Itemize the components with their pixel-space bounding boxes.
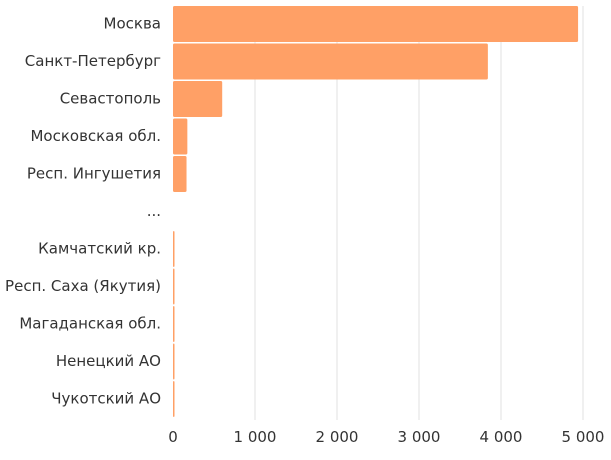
category-label: Москва — [104, 15, 161, 33]
x-tick-label: 3 000 — [398, 428, 441, 446]
category-label: Московская обл. — [30, 127, 161, 145]
bar — [173, 231, 175, 267]
bar — [173, 268, 175, 305]
x-tick-label: 5 000 — [562, 428, 605, 446]
bar — [173, 118, 188, 155]
bar — [173, 343, 175, 380]
x-tick-label: 2 000 — [316, 428, 359, 446]
bar — [173, 43, 488, 80]
category-labels: Москва Санкт-Петербург Севастополь Московск… — [5, 15, 161, 408]
category-label: ... — [147, 202, 161, 220]
x-tick-label: 0 — [168, 428, 178, 446]
category-label: Ненецкий АО — [56, 352, 161, 370]
x-tick-label: 1 000 — [234, 428, 277, 446]
category-label: Респ. Ингушетия — [27, 165, 161, 183]
x-tick-label: 4 000 — [480, 428, 523, 446]
bar — [173, 306, 175, 342]
category-label: Камчатский кр. — [38, 240, 161, 258]
bar — [173, 6, 579, 42]
bar — [173, 81, 223, 117]
category-label: Магаданская обл. — [19, 315, 161, 333]
bar — [173, 381, 175, 417]
bars — [173, 6, 579, 417]
category-label: Чукотский АО — [51, 390, 161, 408]
category-label: Севастополь — [60, 90, 161, 108]
x-axis-tick-labels: 0 1 000 2 000 3 000 4 000 5 000 — [168, 428, 604, 446]
category-label: Санкт-Петербург — [25, 52, 161, 70]
bar — [173, 156, 187, 192]
category-label: Респ. Саха (Якутия) — [5, 277, 161, 295]
